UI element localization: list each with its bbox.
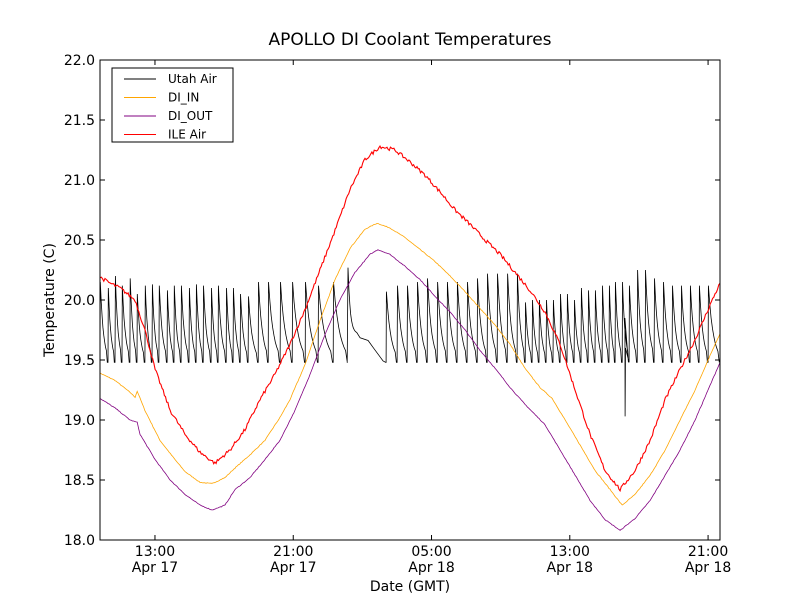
series-line-di-in bbox=[100, 222, 720, 506]
series-line-utah-air bbox=[100, 267, 720, 417]
y-tick-label: 18.0 bbox=[64, 533, 95, 549]
legend-label-utah-air: Utah Air bbox=[168, 72, 217, 86]
chart-title: APOLLO DI Coolant Temperatures bbox=[268, 30, 551, 50]
x-tick-label-time: 05:00 bbox=[411, 544, 451, 560]
legend: Utah Air DI_IN DI_OUT ILE Air bbox=[111, 67, 234, 143]
series-layer bbox=[100, 145, 720, 531]
x-tick-label-date: Apr 17 bbox=[270, 560, 316, 576]
legend-label-di-in: DI_IN bbox=[168, 91, 199, 105]
x-tick-label-date: Apr 18 bbox=[547, 560, 593, 576]
y-axis: 18.0 18.5 19.0 19.5 20.0 20.5 21.0 21.5 22.0 bbox=[64, 53, 720, 549]
y-tick-label: 19.0 bbox=[64, 413, 95, 429]
series-line-ile-air bbox=[100, 145, 720, 493]
y-axis-label: Temperature (C) bbox=[42, 243, 58, 358]
y-tick-label: 21.5 bbox=[64, 113, 95, 129]
y-tick-label: 18.5 bbox=[64, 473, 95, 489]
x-axis-label: Date (GMT) bbox=[370, 579, 450, 595]
x-tick-label-time: 21:00 bbox=[273, 544, 313, 560]
y-tick-label: 20.5 bbox=[64, 233, 95, 249]
x-tick-label-time: 13:00 bbox=[135, 544, 175, 560]
legend-label-di-out: DI_OUT bbox=[168, 109, 213, 123]
x-tick-label-date: Apr 17 bbox=[132, 560, 178, 576]
x-tick-label-time: 13:00 bbox=[550, 544, 590, 560]
y-tick-label: 22.0 bbox=[64, 53, 95, 69]
y-tick-label: 21.0 bbox=[64, 173, 95, 189]
legend-box bbox=[111, 67, 234, 143]
series-line-di-out bbox=[100, 249, 720, 531]
x-tick-label-date: Apr 18 bbox=[685, 560, 731, 576]
x-tick-label-time: 21:00 bbox=[688, 544, 728, 560]
y-tick-label: 19.5 bbox=[64, 353, 95, 369]
legend-label-ile-air: ILE Air bbox=[168, 128, 206, 142]
x-tick-label-date: Apr 18 bbox=[408, 560, 454, 576]
y-tick-label: 20.0 bbox=[64, 293, 95, 309]
